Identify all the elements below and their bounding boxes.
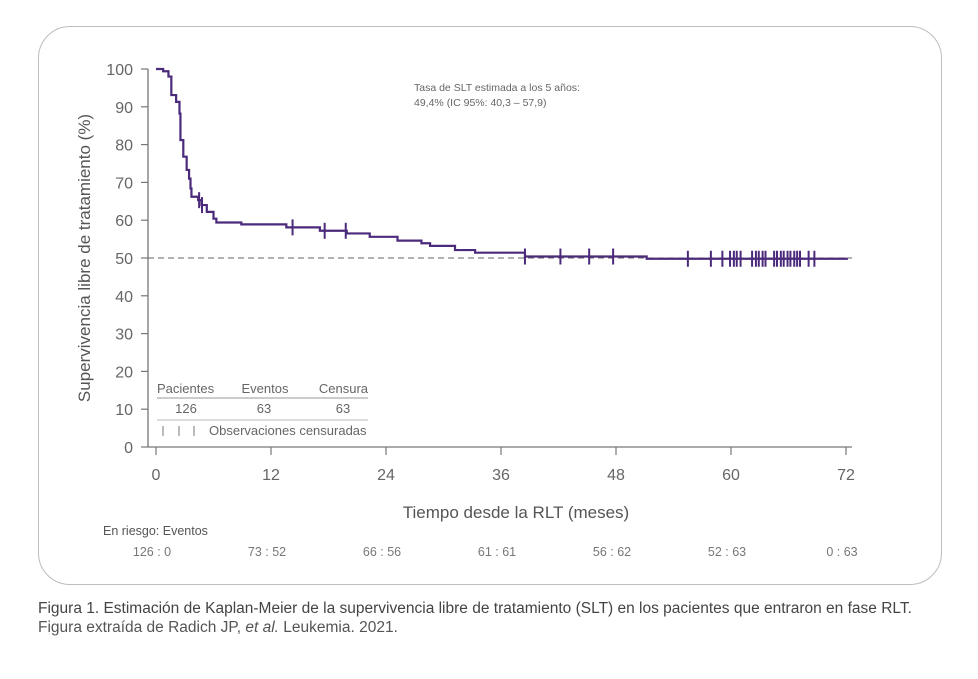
legend-table: Pacientes Eventos Censura 126 63 63 Obse… [157, 381, 369, 438]
caption-source: Figura extraída de Radich JP, et al. Leu… [38, 618, 938, 637]
x-tick-label: 36 [492, 467, 510, 484]
risk-table: En riesgo: Eventos 126 : 0 73 : 52 66 : 56… [103, 524, 858, 559]
caption-title: Figura 1. Estimación de Kaplan-Meier de … [38, 600, 912, 617]
risk-table-title: En riesgo: Eventos [103, 524, 208, 538]
y-axis-label: Supervivencia libre de tratamiento (%) [75, 114, 94, 402]
x-tick-label: 60 [722, 467, 740, 484]
censor-mark-legend-icon [162, 426, 195, 436]
survival-curve [156, 67, 848, 260]
x-tick-label: 72 [837, 467, 855, 484]
y-tick-label: 70 [115, 175, 133, 192]
risk-table-value: 66 : 56 [363, 545, 401, 559]
y-tick-label: 60 [115, 213, 133, 230]
legend-header-censura: Censura [319, 381, 369, 396]
y-tick-label: 30 [115, 327, 133, 344]
annotation-line-1: Tasa de SLT estimada a los 5 años: [414, 82, 580, 94]
figure-card [38, 26, 942, 585]
legend-value-censura: 63 [336, 401, 350, 416]
x-axis-label: Tiempo desde la RLT (meses) [403, 503, 629, 522]
risk-table-value: 73 : 52 [248, 545, 286, 559]
y-tick-label: 0 [124, 440, 133, 457]
y-tick-label: 40 [115, 289, 133, 306]
x-tick-label: 12 [262, 467, 280, 484]
legend-value-eventos: 63 [257, 401, 271, 416]
y-tick-label: 80 [115, 138, 133, 155]
legend-value-pacientes: 126 [175, 401, 197, 416]
y-tick-label: 20 [115, 364, 133, 381]
risk-table-value: 61 : 61 [478, 545, 516, 559]
legend-header-pacientes: Pacientes [157, 381, 215, 396]
legend-censor-label: Observaciones censuradas [209, 423, 367, 438]
y-tick-label: 10 [115, 402, 133, 419]
y-tick-label: 90 [115, 100, 133, 117]
risk-table-value: 52 : 63 [708, 545, 746, 559]
risk-table-value: 0 : 63 [826, 545, 857, 559]
caption-source-italic: et al. [245, 619, 279, 636]
caption-source-suffix: Leukemia. 2021. [278, 619, 398, 636]
y-tick-label: 100 [106, 62, 133, 79]
x-tick-label: 0 [152, 467, 161, 484]
annotation-line-2: 49,4% (IC 95%: 40,3 – 57,9) [414, 97, 547, 109]
risk-table-value: 126 : 0 [133, 545, 171, 559]
legend-header-eventos: Eventos [242, 381, 289, 396]
y-tick-label: 50 [115, 251, 133, 268]
caption-source-prefix: Figura extraída de Radich JP, [38, 619, 246, 636]
x-tick-label: 48 [607, 467, 625, 484]
risk-table-value: 56 : 62 [593, 545, 631, 559]
x-tick-label: 24 [377, 467, 395, 484]
figure-caption: Figura 1. Estimación de Kaplan-Meier de … [38, 599, 938, 637]
